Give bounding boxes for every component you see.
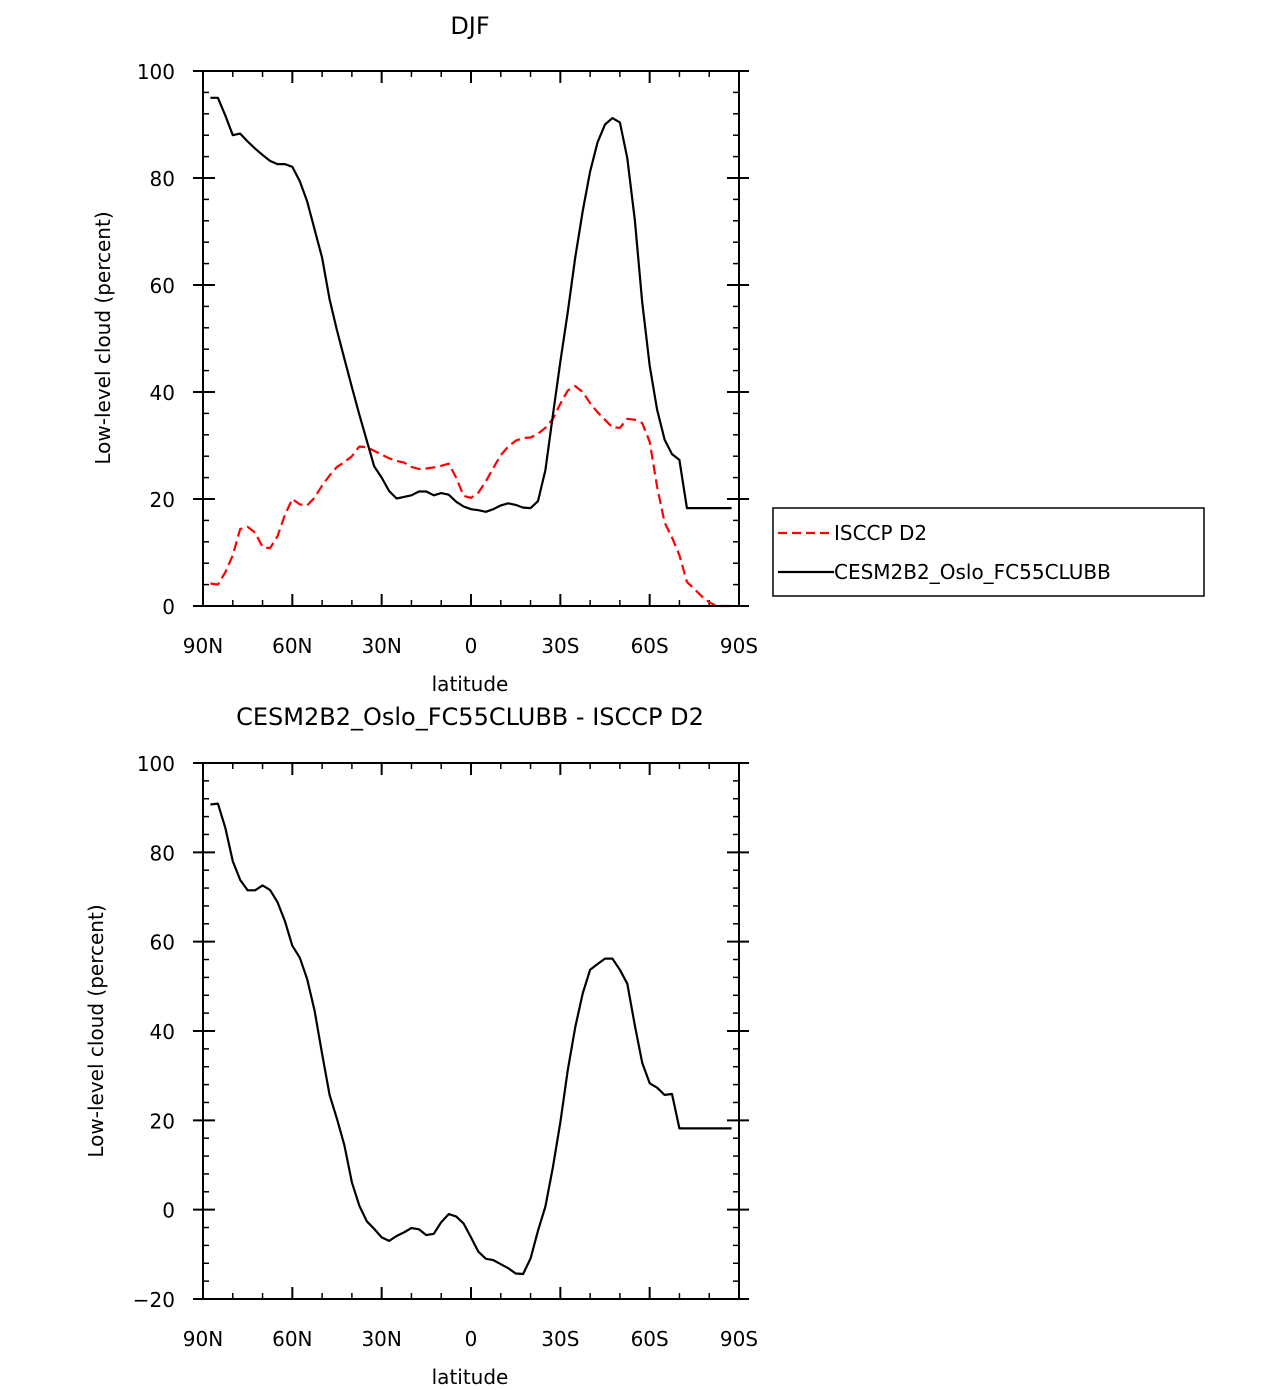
y-tick-label: 20 xyxy=(150,1109,175,1133)
top-y-axis-label: Low-level cloud (percent) xyxy=(91,211,115,464)
legend-entry-isccp: ISCCP D2 xyxy=(834,521,927,545)
bottom-plot-frame xyxy=(202,762,740,1300)
top-plot-frame xyxy=(202,70,740,607)
y-tick-label: 80 xyxy=(150,841,175,865)
y-tick-label: 100 xyxy=(137,752,175,776)
top-panel: DJF 90N 60N 30N 0 30S 60S 90S 0 20 40 60 80 100 lat… xyxy=(91,12,1205,696)
bottom-y-tick-labels: −20 0 20 40 60 80 100 xyxy=(133,752,175,1312)
y-tick-label: 0 xyxy=(162,595,175,619)
x-tick-label: 60S xyxy=(631,634,669,658)
top-x-axis-label: latitude xyxy=(432,672,509,696)
x-tick-label: 0 xyxy=(465,1327,478,1351)
y-tick-label: 60 xyxy=(150,931,175,955)
legend-box xyxy=(772,507,1205,597)
top-y-tick-labels: 0 20 40 60 80 100 xyxy=(137,60,175,619)
x-tick-label: 60S xyxy=(631,1327,669,1351)
x-tick-label: 60N xyxy=(272,634,312,658)
x-tick-label: 90S xyxy=(720,634,758,658)
x-tick-label: 30S xyxy=(541,634,579,658)
series-line-cesm2b2-oslo-fc55clubb-isccp-d2 xyxy=(210,802,732,1276)
bottom-series-lines xyxy=(210,802,732,1276)
x-tick-label: 60N xyxy=(272,1327,312,1351)
x-tick-label: 90N xyxy=(183,634,223,658)
legend-entry-cesm: CESM2B2_Oslo_FC55CLUBB xyxy=(834,560,1111,584)
y-tick-label: 100 xyxy=(137,60,175,84)
y-tick-label: −20 xyxy=(133,1288,175,1312)
series-line-isccp-d2 xyxy=(210,385,732,608)
x-tick-label: 90N xyxy=(183,1327,223,1351)
y-tick-label: 60 xyxy=(150,274,175,298)
y-tick-label: 0 xyxy=(162,1199,175,1223)
x-tick-label: 30S xyxy=(541,1327,579,1351)
y-tick-label: 20 xyxy=(150,488,175,512)
bottom-panel: CESM2B2_Oslo_FC55CLUBB - ISCCP D2 90N 60N… xyxy=(84,703,758,1389)
bottom-y-axis-label: Low-level cloud (percent) xyxy=(84,904,108,1157)
y-tick-label: 40 xyxy=(150,381,175,405)
bottom-x-tick-labels: 90N 60N 30N 0 30S 60S 90S xyxy=(183,1327,758,1351)
bottom-axis-ticks xyxy=(193,762,749,1300)
bottom-chart-title: CESM2B2_Oslo_FC55CLUBB - ISCCP D2 xyxy=(236,703,704,731)
y-tick-label: 80 xyxy=(150,167,175,191)
top-chart-title: DJF xyxy=(450,12,489,40)
x-tick-label: 90S xyxy=(720,1327,758,1351)
top-x-tick-labels: 90N 60N 30N 0 30S 60S 90S xyxy=(183,634,758,658)
bottom-x-axis-label: latitude xyxy=(432,1365,509,1389)
x-tick-label: 30N xyxy=(361,1327,401,1351)
x-tick-label: 30N xyxy=(361,634,401,658)
top-series-lines xyxy=(210,96,732,608)
y-tick-label: 40 xyxy=(150,1020,175,1044)
x-tick-label: 0 xyxy=(465,634,478,658)
series-line-cesm2b2-oslo-fc55clubb xyxy=(210,96,732,513)
legend: ISCCP D2 CESM2B2_Oslo_FC55CLUBB xyxy=(772,507,1205,597)
